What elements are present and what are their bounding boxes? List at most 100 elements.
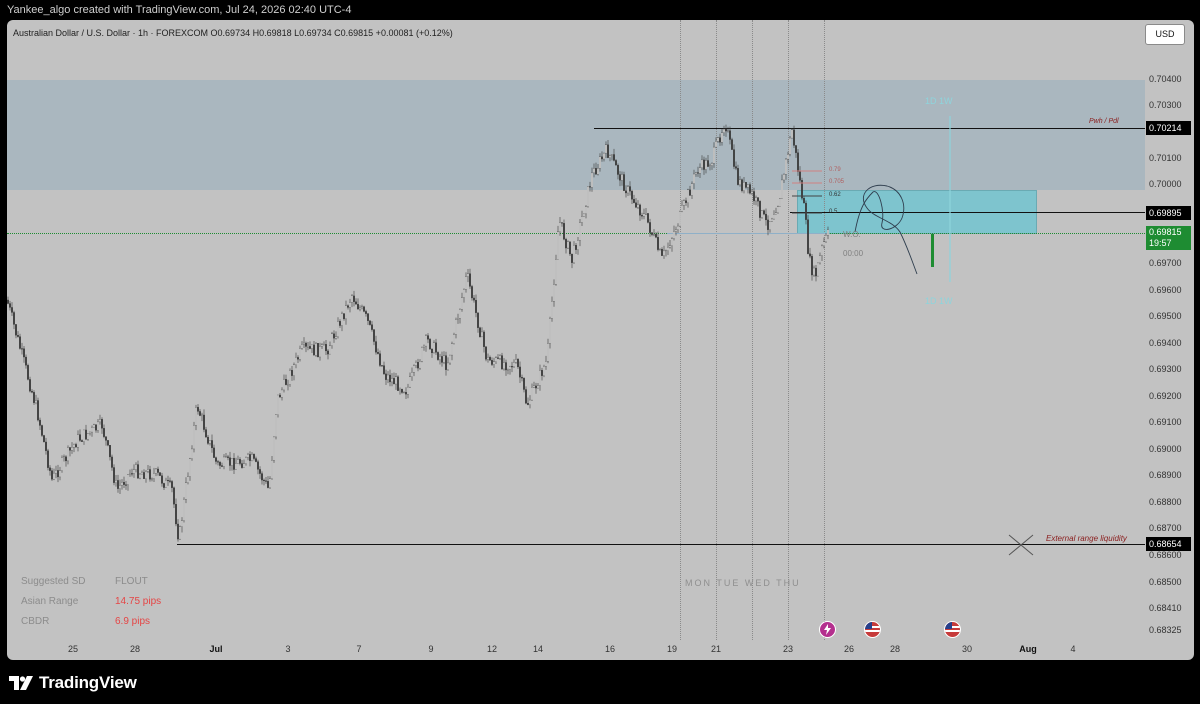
candle-body (49, 467, 51, 471)
candle-body (657, 237, 659, 250)
candle-body (15, 324, 17, 336)
candle-body (341, 313, 343, 326)
candle-body (153, 473, 155, 479)
candle-body (729, 130, 731, 140)
candle-body (211, 440, 213, 449)
time-tick: 4 (1070, 644, 1076, 654)
credit-text: Yankee_algo created with TradingView.com… (7, 4, 352, 16)
candle-body (223, 456, 225, 467)
candlestick-series (7, 124, 829, 542)
candle-body (735, 166, 737, 169)
candle-body (51, 470, 53, 480)
candle-body (83, 429, 85, 442)
chart-panel[interactable]: Pwh / Pdl External range liquidity MON T… (7, 20, 1194, 660)
candle-body (475, 300, 477, 313)
symbol-legend[interactable]: Australian Dollar / U.S. Dollar · 1h · F… (13, 28, 453, 38)
candle-body (551, 301, 553, 319)
candle-body (483, 331, 485, 347)
price-axis[interactable]: 0.70400 0.70300 0.70100 0.70000 0.69700 … (1145, 20, 1194, 660)
candle-body (713, 146, 715, 164)
candle-body (225, 456, 227, 458)
candle-body (27, 365, 29, 380)
candle-body (99, 419, 101, 423)
candle-body (521, 377, 523, 379)
currency-button[interactable]: USD (1145, 24, 1185, 45)
candle-body (695, 172, 697, 175)
candle-body (135, 464, 137, 470)
candle-body (69, 447, 71, 451)
candle-body (705, 160, 707, 170)
candle-body (17, 335, 19, 337)
candle-body (451, 343, 453, 356)
price-tick: 0.68700 (1149, 523, 1182, 533)
candle-body (55, 470, 57, 474)
candle-body (501, 355, 503, 370)
candle-body (415, 362, 417, 366)
candle-body (563, 223, 565, 240)
candle-body (113, 467, 115, 483)
candle-body (779, 198, 781, 207)
erl-cross (1008, 534, 1034, 556)
candle-body (115, 480, 117, 483)
candle-body (159, 472, 161, 476)
candle-body (241, 463, 243, 468)
candle-body (717, 137, 719, 142)
candle-body (205, 429, 207, 438)
candle-body (607, 144, 609, 158)
candle-body (811, 256, 813, 276)
candle-body (121, 482, 123, 486)
pwh-price-badge: 0.70214 (1146, 121, 1191, 135)
candle-body (367, 313, 369, 321)
candle-body (209, 440, 211, 444)
candle-body (213, 447, 215, 458)
candle-body (363, 306, 365, 312)
candle-body (261, 473, 263, 481)
candle-body (733, 149, 735, 167)
candle-body (93, 424, 95, 428)
candle-body (595, 168, 597, 175)
candle-body (709, 165, 711, 167)
candle-body (327, 350, 329, 355)
candle-body (493, 361, 495, 365)
candle-body (795, 145, 797, 153)
candle-body (95, 424, 97, 431)
price-tick: 0.70300 (1149, 100, 1182, 110)
tradingview-logo[interactable]: TradingView (9, 672, 137, 694)
candle-body (267, 481, 269, 488)
candle-body (585, 206, 587, 215)
lightning-event-icon[interactable] (819, 621, 836, 638)
candle-body (169, 480, 171, 482)
candle-body (745, 181, 747, 188)
candle-body (157, 468, 159, 473)
candle-body (711, 163, 713, 166)
us-flag-event-icon[interactable] (944, 621, 961, 638)
candle-body (739, 179, 741, 185)
us-flag-event-icon[interactable] (864, 621, 881, 638)
candle-body (749, 184, 751, 194)
candle-body (289, 370, 291, 385)
candle-body (103, 428, 105, 437)
candle-body (187, 476, 189, 483)
candle-body (645, 213, 647, 215)
candle-body (237, 459, 239, 464)
day-separator (716, 20, 717, 640)
candle-body (359, 307, 361, 310)
candle-body (789, 137, 791, 155)
projection-scribble (854, 184, 918, 275)
bar-countdown: 19:57 (1149, 238, 1172, 248)
candle-body (649, 222, 651, 233)
candle-body (395, 376, 397, 385)
candle-body (519, 366, 521, 378)
candle-body (743, 181, 745, 191)
candle-body (579, 222, 581, 241)
wo-label: W.O. (843, 230, 861, 239)
candle-body (577, 240, 579, 250)
candle-body (819, 255, 821, 264)
time-tick: 12 (486, 644, 498, 654)
candle-body (133, 469, 135, 474)
time-axis[interactable]: 25 28 Jul 3 7 9 12 14 16 19 21 23 26 28 … (7, 640, 1145, 660)
candle-body (777, 206, 779, 213)
candle-body (149, 469, 151, 480)
candle-body (439, 356, 441, 360)
candle-body (571, 253, 573, 263)
